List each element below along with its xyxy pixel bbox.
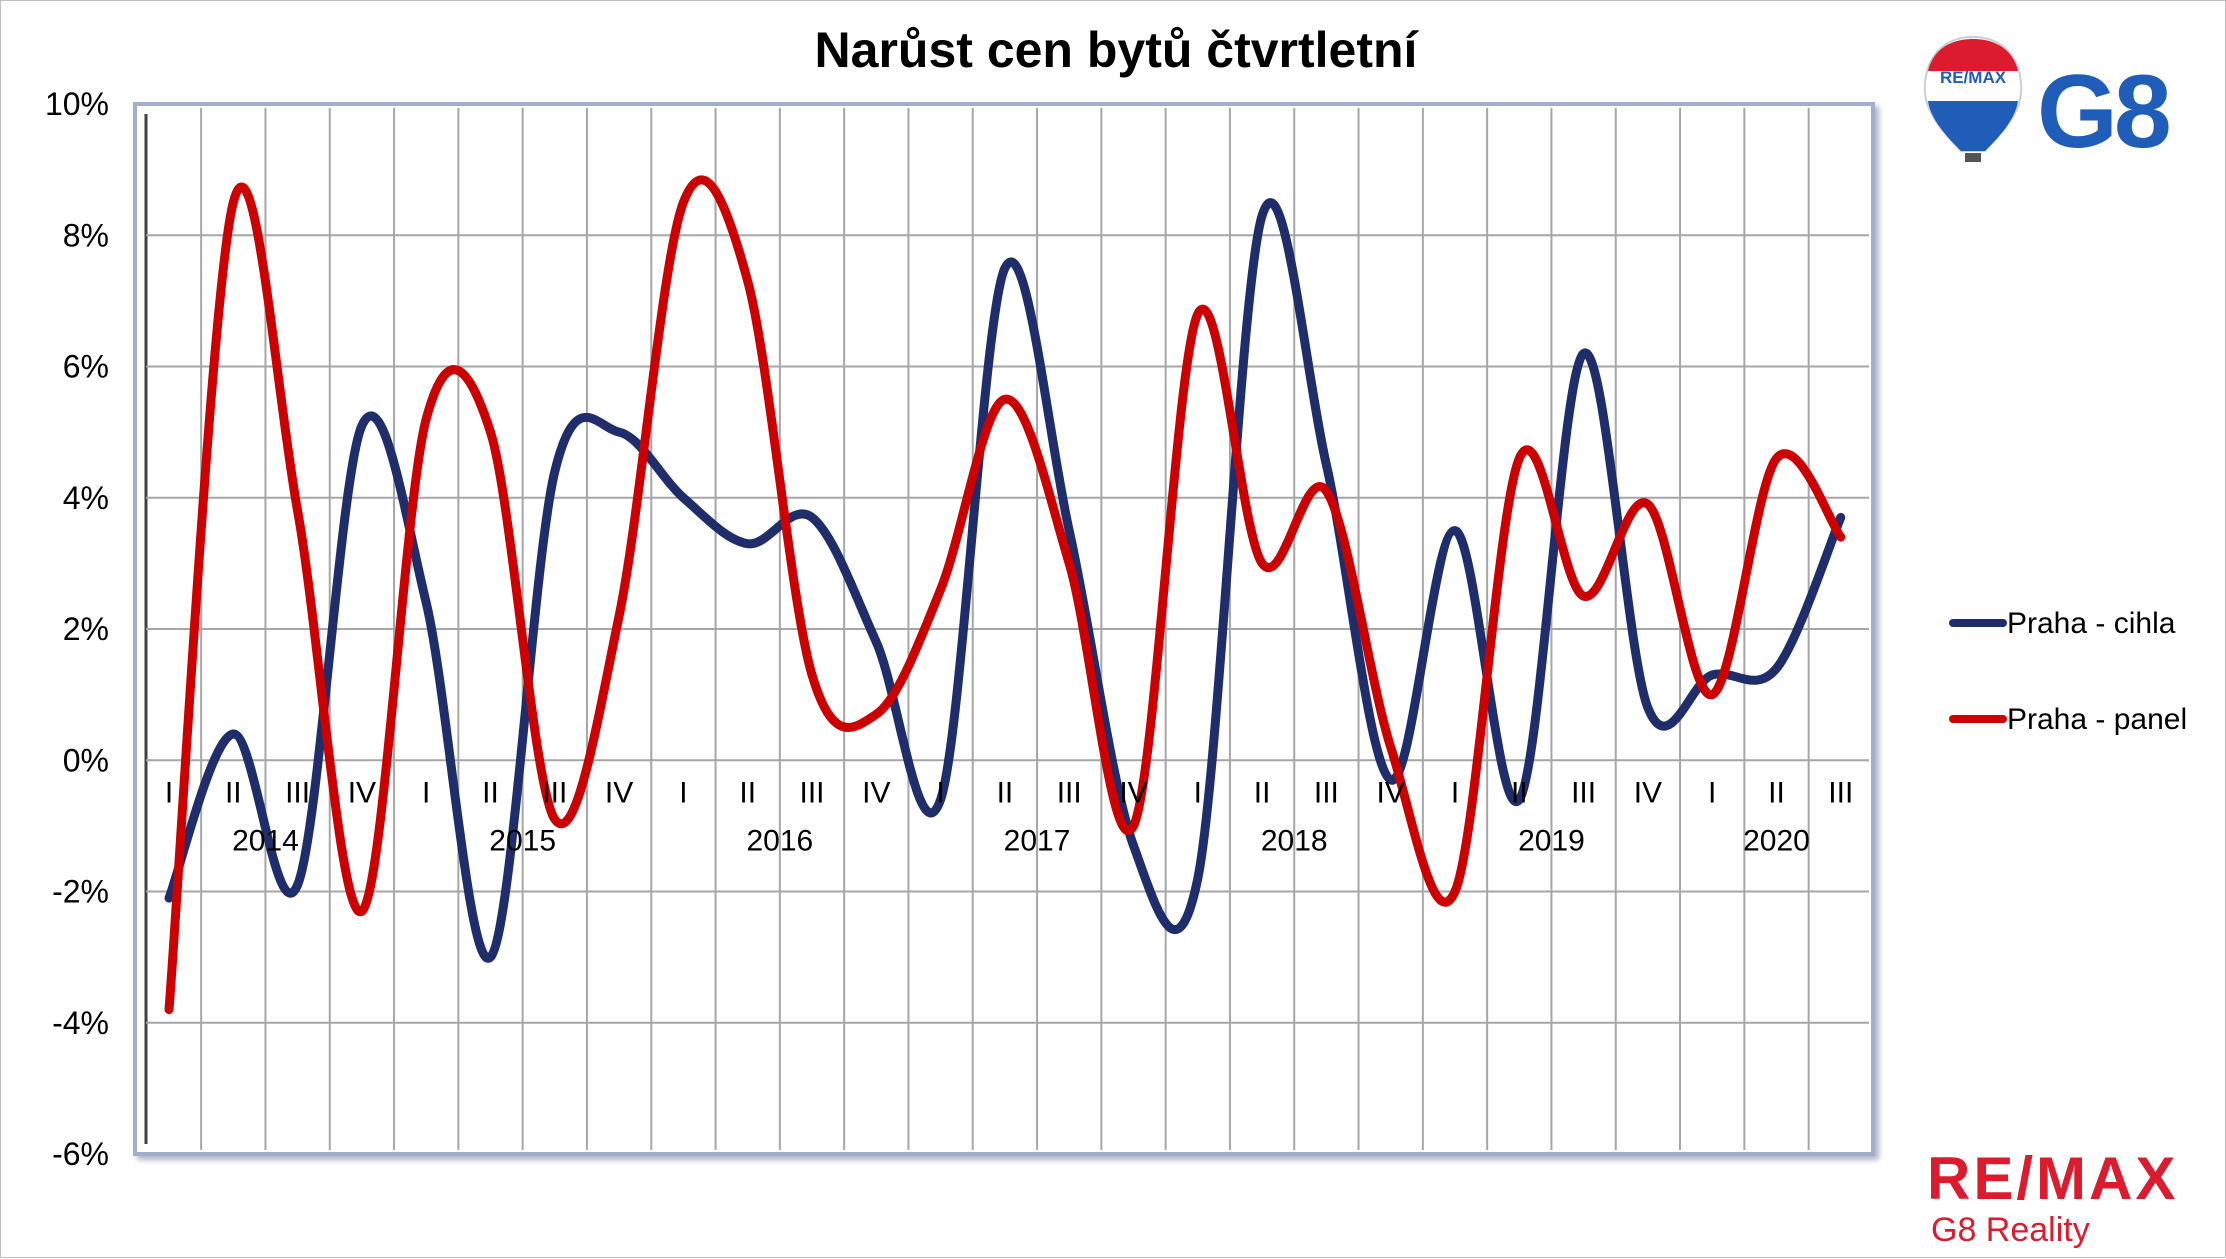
chart-title: Narůst cen bytů čtvrtletní — [815, 22, 1420, 78]
y-tick-label: 4% — [63, 480, 109, 516]
x-quarter-label: I — [1708, 776, 1716, 809]
x-quarter-label: II — [1511, 776, 1528, 809]
y-tick-label: 2% — [63, 611, 109, 647]
x-year-label: 2019 — [1518, 824, 1585, 857]
x-quarter-label: II — [997, 776, 1014, 809]
x-axis-quarter-labels: I II III IV I II III IV I II III IV I II III IV I II III IV… — [165, 776, 1853, 809]
series-line-panel — [164, 175, 1846, 1015]
x-quarter-label: IV — [1119, 776, 1147, 809]
x-quarter-label: II — [1768, 776, 1785, 809]
y-tick-label: 8% — [63, 217, 109, 253]
x-quarter-label: I — [936, 776, 944, 809]
x-quarter-label: II — [225, 776, 242, 809]
legend-label-panel: Praha - panel — [2007, 703, 2187, 736]
y-tick-label: 10% — [45, 86, 109, 122]
x-year-label: 2017 — [1004, 824, 1071, 857]
x-quarter-label: II — [1254, 776, 1271, 809]
company-logo-text: RE/MAX — [1927, 1145, 2178, 1212]
legend-item-cihla: Praha - cihla — [1949, 607, 2176, 640]
x-quarter-label: III — [542, 776, 567, 809]
company-subtitle: G8 Reality — [1931, 1211, 2090, 1249]
x-year-label: 2020 — [1743, 824, 1810, 857]
x-quarter-label: IV — [862, 776, 890, 809]
y-axis-tick-labels: -6% -4% -2% 0% 2% 4% 6% 8% 10% — [45, 86, 109, 1172]
x-quarter-label: I — [422, 776, 430, 809]
legend-item-panel: Praha - panel — [1949, 703, 2187, 736]
x-year-label: 2018 — [1261, 824, 1328, 857]
x-quarter-label: I — [165, 776, 173, 809]
legend-label-cihla: Praha - cihla — [2007, 607, 2176, 640]
x-quarter-label: IV — [1377, 776, 1405, 809]
x-axis-year-labels: 2014 2015 2016 2017 2018 2019 2020 — [232, 824, 1810, 857]
y-tick-label: -6% — [52, 1136, 109, 1172]
balloon-label: RE/MAX — [1940, 68, 2007, 87]
x-quarter-label: I — [1451, 776, 1459, 809]
legend: Praha - cihla Praha - panel — [1949, 607, 2187, 736]
remax-balloon-logo: RE/MAX — [1923, 35, 2023, 162]
y-tick-label: -4% — [52, 1005, 109, 1041]
x-quarter-label: II — [739, 776, 756, 809]
x-quarter-label: IV — [605, 776, 633, 809]
x-quarter-label: I — [679, 776, 687, 809]
balloon-blue-band-icon — [1928, 101, 2018, 151]
balloon-basket-icon — [1965, 153, 1981, 162]
x-quarter-label: III — [799, 776, 824, 809]
y-tick-label: 6% — [63, 349, 109, 385]
x-year-label: 2015 — [489, 824, 556, 857]
series-line-cihla — [164, 198, 1846, 963]
balloon-red-band-icon — [1928, 39, 2018, 71]
x-quarter-label: IV — [348, 776, 376, 809]
x-quarter-label: III — [285, 776, 310, 809]
x-quarter-label: I — [1194, 776, 1202, 809]
series-lines — [164, 175, 1846, 1015]
x-quarter-label: III — [1828, 776, 1853, 809]
x-year-label: 2014 — [232, 824, 299, 857]
x-quarter-label: III — [1057, 776, 1082, 809]
y-tick-label: -2% — [52, 874, 109, 910]
office-code-logo: G8 — [2037, 54, 2169, 170]
x-quarter-label: III — [1571, 776, 1596, 809]
x-quarter-label: II — [482, 776, 499, 809]
x-quarter-label: III — [1314, 776, 1339, 809]
x-quarter-label: IV — [1634, 776, 1662, 809]
x-year-label: 2016 — [746, 824, 813, 857]
y-tick-label: 0% — [63, 742, 109, 778]
